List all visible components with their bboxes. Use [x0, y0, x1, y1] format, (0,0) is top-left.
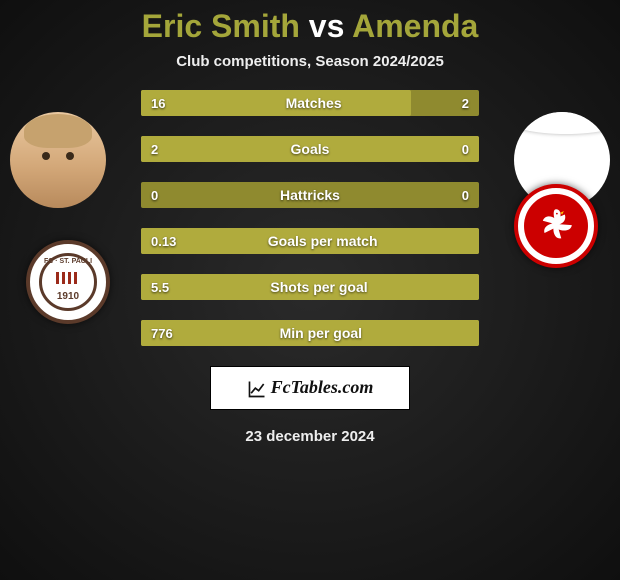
stat-label: Shots per goal	[179, 279, 459, 295]
stat-row: 5.5Shots per goal	[141, 274, 479, 300]
stat-label: Goals	[168, 141, 452, 157]
stat-left-value: 16	[141, 96, 175, 111]
stats-bars: 16Matches22Goals00Hattricks00.13Goals pe…	[141, 90, 479, 346]
stat-right-value: 2	[452, 96, 479, 111]
stat-label: Matches	[175, 95, 451, 111]
stat-right-value: 0	[452, 142, 479, 157]
comparison-title: Eric Smith vs Amenda	[0, 8, 620, 45]
season-subtitle: Club competitions, Season 2024/2025	[0, 53, 620, 70]
stat-row: 776Min per goal	[141, 320, 479, 346]
player1-club-badge: FC · ST. PAULI 1910	[26, 240, 110, 324]
generated-date: 23 december 2024	[0, 428, 620, 445]
stat-left-value: 0.13	[141, 234, 186, 249]
stat-left-value: 2	[141, 142, 168, 157]
player1-avatar	[10, 112, 106, 208]
stat-right-value: 0	[452, 188, 479, 203]
club-left-year: 1910	[57, 292, 79, 303]
vs-word: vs	[309, 8, 345, 44]
player1-name: Eric Smith	[142, 8, 300, 44]
stat-row: 0.13Goals per match	[141, 228, 479, 254]
stat-label: Goals per match	[186, 233, 459, 249]
brand-badge: FcTables.com	[210, 366, 410, 410]
club-left-name: FC · ST. PAULI	[44, 258, 92, 265]
stat-row: 0Hattricks0	[141, 182, 479, 208]
chart-icon	[247, 379, 267, 399]
stat-row: 16Matches2	[141, 90, 479, 116]
stat-row: 2Goals0	[141, 136, 479, 162]
eagle-icon	[534, 204, 578, 248]
castle-icon	[56, 272, 80, 284]
stat-left-value: 776	[141, 326, 183, 341]
player2-name: Amenda	[352, 8, 478, 44]
stat-label: Min per goal	[183, 325, 459, 341]
stat-left-value: 5.5	[141, 280, 179, 295]
stat-left-value: 0	[141, 188, 168, 203]
stat-label: Hattricks	[168, 187, 452, 203]
player2-club-badge	[514, 184, 598, 268]
brand-text: FcTables.com	[271, 377, 374, 397]
